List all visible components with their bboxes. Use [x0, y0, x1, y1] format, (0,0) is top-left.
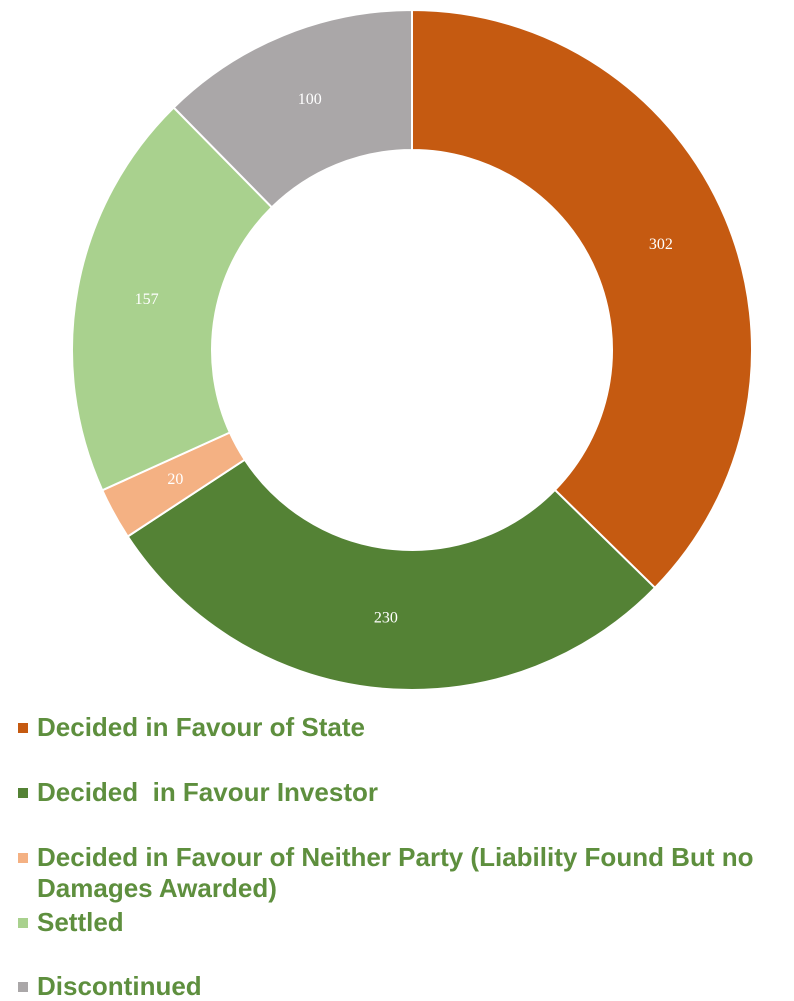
legend-label: Discontinued — [37, 971, 202, 1001]
legend-swatch — [18, 853, 28, 863]
data-label: 157 — [135, 291, 159, 308]
donut-segment — [172, 8, 413, 209]
legend-item: Settled — [18, 907, 788, 938]
data-label: 302 — [649, 236, 673, 253]
legend-swatch — [18, 788, 28, 798]
donut-segment — [126, 458, 657, 691]
legend-label: Decided in Favour Investor — [37, 777, 378, 807]
legend-swatch — [18, 723, 28, 733]
chart: 302 230 20 157 100 — [71, 8, 753, 691]
legend-label: Decided in Favour of State — [37, 712, 365, 742]
legend-item: Discontinued — [18, 971, 788, 1001]
legend-label: Decided in Favour of Neither Party (Liab… — [37, 842, 761, 903]
legend-swatch — [18, 982, 28, 992]
data-label: 230 — [374, 609, 398, 626]
legend-item: Decided in Favour of State — [18, 712, 788, 743]
donut-segment — [71, 106, 274, 492]
data-label: 100 — [298, 91, 322, 108]
legend-item: Decided in Favour Investor — [18, 777, 788, 808]
legend-swatch — [18, 918, 28, 928]
donut-segment — [411, 8, 753, 590]
data-label: 20 — [167, 471, 183, 488]
legend-label: Settled — [37, 907, 124, 937]
legend-item: Decided in Favour of Neither Party (Liab… — [18, 842, 788, 904]
